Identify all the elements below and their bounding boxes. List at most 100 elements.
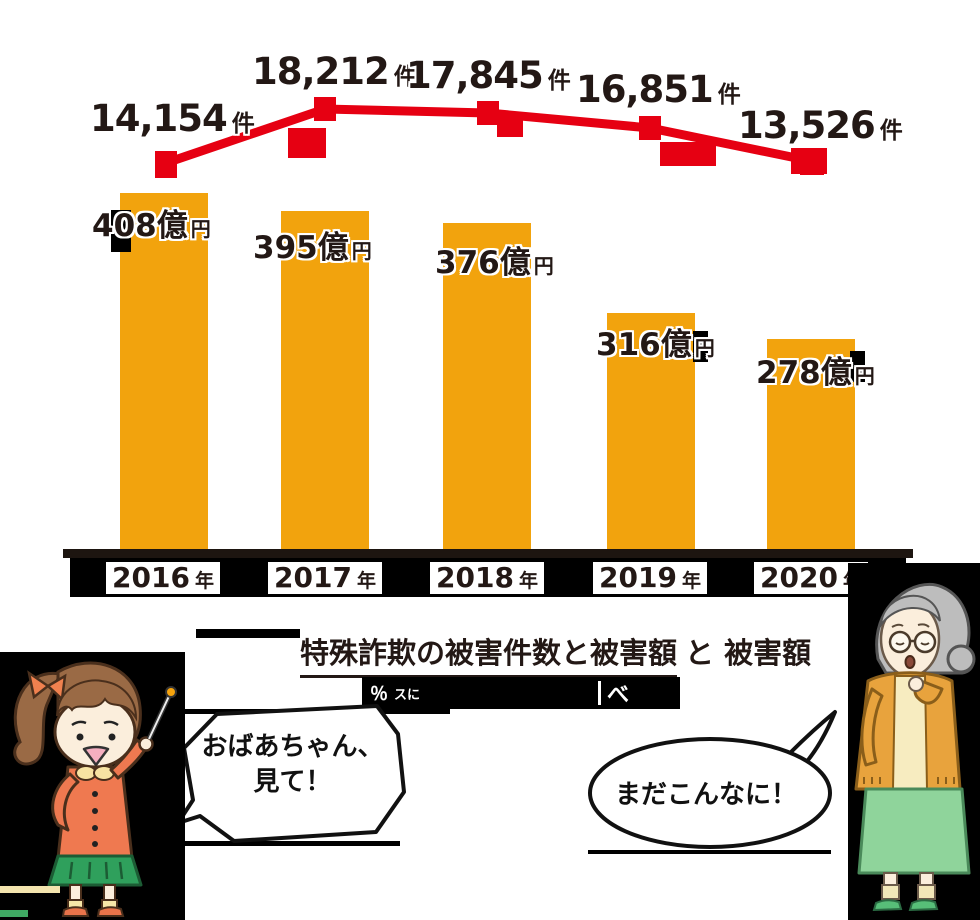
girl-eye	[108, 733, 116, 741]
bar-label-2016: 408億 円	[92, 211, 211, 242]
speech-left-line1: おばあちゃん、	[201, 732, 384, 762]
girl-shoe	[96, 906, 125, 917]
line-value-2020: 13,526	[738, 104, 876, 147]
bubble-right-underline	[588, 850, 831, 854]
girl-button	[92, 825, 98, 831]
skirt-pleat	[104, 861, 109, 880]
grandma-sock	[917, 884, 936, 900]
year-unit: 年	[518, 570, 538, 592]
speech-left-text: おばあちゃん、 見て！	[195, 730, 390, 800]
grandma-mouth	[904, 655, 916, 669]
line-unit-2020: 件	[879, 118, 903, 144]
line-unit-2017: 件	[393, 64, 417, 90]
girl-mouth	[82, 745, 110, 767]
line-value-2016: 14,154	[90, 97, 228, 140]
bar-2016	[120, 193, 208, 549]
stripe-green	[0, 910, 28, 917]
line-marker-2016	[155, 151, 177, 178]
bar-label-2020: 278億 円	[756, 358, 875, 389]
year-unit: 年	[681, 570, 701, 592]
speech-right-text: まだこんなに！	[615, 778, 798, 813]
artifact-box-1	[111, 210, 131, 252]
pointer-stick-highlight	[148, 693, 171, 740]
speech-bubble-right-shape	[588, 737, 832, 849]
artifact-box-2	[693, 331, 708, 362]
bar-value-2017: 395億	[253, 230, 349, 266]
chart-title-overlap: と 被害額	[685, 636, 812, 670]
line-value-2019: 16,851	[576, 68, 714, 111]
girl-eye	[76, 733, 84, 741]
girl-button	[92, 841, 98, 847]
speech-bubble-left-shape	[176, 704, 406, 843]
grandma-hair-bun	[946, 644, 976, 674]
year-num: 2020	[760, 561, 838, 594]
grandmother-illustration	[848, 563, 980, 920]
year-label-2019: 2019 年	[593, 562, 707, 594]
subtitle-band: ％ スに べ	[362, 677, 680, 709]
grandma-shoe	[908, 899, 939, 912]
grandma-arm-back	[860, 687, 884, 767]
subtitle-fragment-1: ％	[370, 684, 388, 705]
bar-unit-2019: 円	[694, 336, 715, 360]
subtitle-fragment-2: スに	[394, 687, 421, 703]
grandma-fringe	[879, 595, 941, 629]
chart-title: 特殊詐欺の被害件数と被害額 と 被害額	[300, 630, 811, 678]
bar-value-2019: 316億	[596, 327, 692, 363]
bar-unit-2020: 円	[854, 364, 875, 388]
bubble-left-underline	[185, 841, 400, 846]
line-unit-2018: 件	[547, 68, 571, 94]
year-label-2017: 2017 年	[268, 562, 382, 594]
speech-bubble-right-tail	[788, 710, 837, 768]
subtitle-fragment-3: べ	[607, 683, 630, 708]
artifact-box-3	[850, 351, 865, 382]
line-value-2018: 17,845	[406, 54, 544, 97]
bar-2020	[767, 339, 855, 549]
bar-value-2016: 408億	[92, 208, 188, 244]
bar-2018	[443, 223, 531, 549]
girl-eyebrow	[71, 720, 87, 727]
girl-ponytail	[13, 671, 63, 766]
grandma-eye	[920, 642, 930, 646]
girl-arm-right	[109, 738, 148, 780]
bar-unit-2016: 円	[190, 217, 211, 241]
line-label-2016: 14,154 件	[90, 100, 255, 137]
bar-2017	[281, 211, 369, 549]
year-num: 2016	[112, 561, 190, 594]
grandma-shoe	[872, 899, 903, 912]
chart-title-main: 特殊詐欺の被害件数と被害額	[300, 630, 678, 678]
red-artifact-3	[660, 142, 716, 166]
year-num: 2017	[274, 561, 352, 594]
line-marker-2018	[477, 101, 499, 125]
line-marker-2019	[639, 116, 661, 140]
girl-illustration	[0, 652, 185, 920]
artifact-bar-title	[196, 629, 300, 638]
x-axis-band: 2016 年 2017 年 2018 年 2019 年 2020 年	[70, 558, 906, 597]
grandma-sock	[881, 884, 900, 900]
grandma-eye	[895, 642, 905, 646]
year-num: 2018	[436, 561, 514, 594]
bar-value-2018: 376億	[435, 245, 531, 281]
line-value-2017: 18,212	[252, 50, 390, 93]
bar-unit-2018: 円	[533, 254, 554, 278]
x-axis-line	[63, 549, 913, 558]
line-unit-2019: 件	[717, 82, 741, 108]
year-unit: 年	[194, 570, 214, 592]
pointer-tip	[165, 686, 177, 698]
speech-bubble-left	[176, 704, 406, 843]
grandma-skirt	[857, 787, 971, 875]
girl-hand	[138, 736, 154, 752]
grandma-eyebrow	[917, 623, 930, 628]
year-unit: 年	[356, 570, 376, 592]
girl-bangs	[56, 679, 138, 722]
line-label-2019: 16,851 件	[576, 71, 741, 108]
bar-label-2018: 376億 円	[435, 248, 554, 279]
girl-bow	[27, 670, 51, 700]
speech-right-line: まだこんなに！	[615, 780, 798, 810]
year-label-2018: 2018 年	[430, 562, 544, 594]
cases-line	[164, 104, 812, 168]
girl-skirt	[47, 854, 143, 887]
stripe-yellow	[0, 886, 60, 893]
bar-value-2020: 278億	[756, 355, 852, 391]
girl-shoe	[61, 906, 90, 917]
